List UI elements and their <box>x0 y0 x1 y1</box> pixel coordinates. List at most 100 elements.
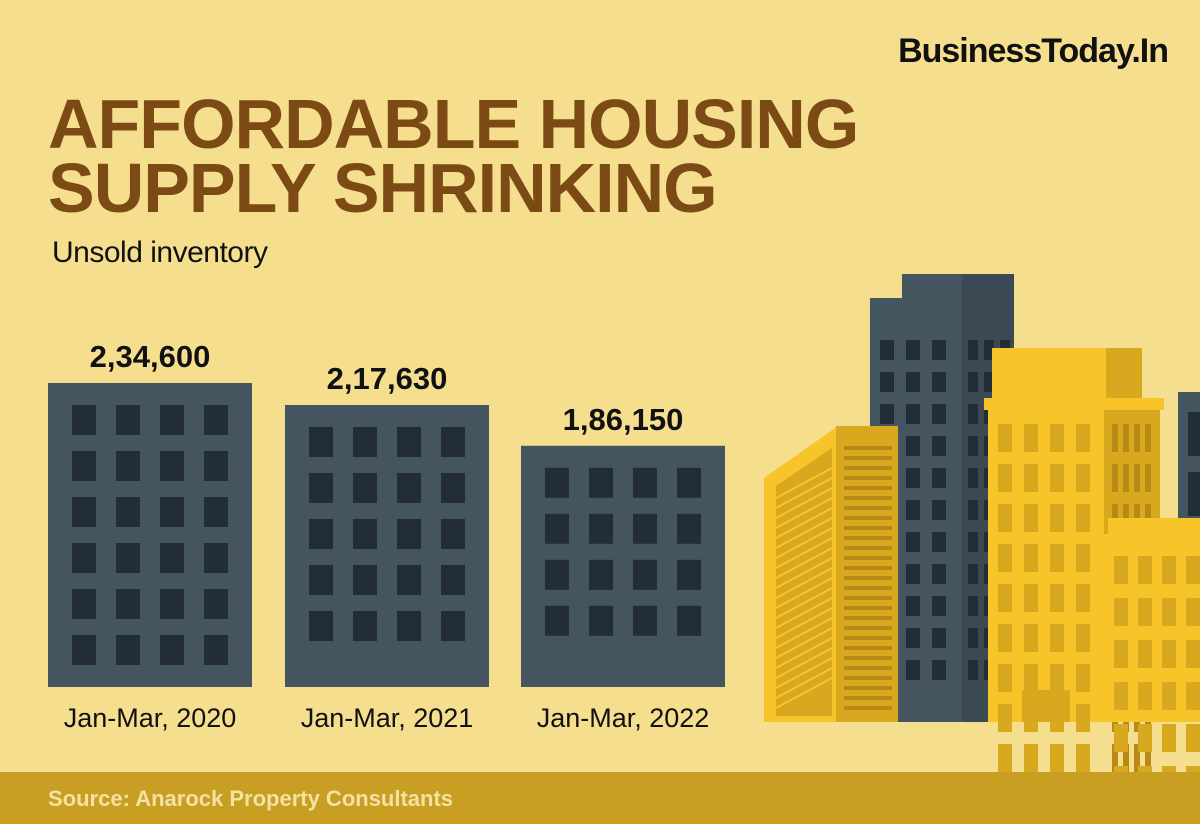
building-window <box>1134 744 1140 772</box>
bar-window <box>441 610 465 641</box>
bar-window <box>633 467 657 498</box>
building-window <box>1114 682 1128 710</box>
slanted-building-line <box>775 487 833 519</box>
slanted-building-line <box>775 627 833 659</box>
building-window <box>1024 744 1038 772</box>
building-window <box>998 424 1012 452</box>
building-window <box>968 564 978 584</box>
bar-window <box>72 405 96 435</box>
building-window <box>932 468 946 488</box>
slanted-building-line <box>775 567 833 599</box>
slanted-building-stripe <box>844 446 892 450</box>
slanted-building-line <box>775 657 833 689</box>
bar-window <box>353 472 377 503</box>
bar-window <box>72 543 96 573</box>
bar-window <box>441 426 465 457</box>
category-label: Jan-Mar, 2020 <box>64 703 237 733</box>
bar-window <box>677 467 701 498</box>
building-window <box>984 372 994 392</box>
building-window <box>1162 724 1176 752</box>
slanted-building-line <box>775 607 833 639</box>
slanted-building-stripe <box>844 656 892 660</box>
bar-window <box>204 589 228 619</box>
building-window <box>1050 624 1064 652</box>
bar-window <box>353 610 377 641</box>
building-window <box>1162 682 1176 710</box>
bar-window <box>397 472 421 503</box>
title-line-2: SUPPLY SHRINKING <box>48 149 718 227</box>
bar-value-label: 1,86,150 <box>563 402 684 437</box>
category-label: Jan-Mar, 2021 <box>301 703 474 733</box>
bar-window <box>545 467 569 498</box>
building-window <box>932 436 946 456</box>
building-window <box>984 340 994 360</box>
building-window <box>906 372 920 392</box>
bar-window <box>589 605 613 636</box>
slanted-building-stripe <box>844 686 892 690</box>
bar-window <box>309 472 333 503</box>
building-window <box>1076 664 1090 692</box>
bar-window <box>677 605 701 636</box>
slanted-building-line <box>775 497 833 529</box>
bar-window <box>397 518 421 549</box>
building-window <box>1186 598 1200 626</box>
building-window <box>968 532 978 552</box>
bar-window <box>353 426 377 457</box>
bar-window <box>309 518 333 549</box>
slanted-building-stripe <box>844 536 892 540</box>
bar-window <box>160 543 184 573</box>
bar-window <box>160 497 184 527</box>
bar-window <box>116 451 140 481</box>
building-window <box>1114 556 1128 584</box>
building-window <box>906 564 920 584</box>
building-window <box>968 404 978 424</box>
building-window <box>1076 544 1090 572</box>
slanted-building-stripe <box>844 456 892 460</box>
building-window <box>932 628 946 648</box>
slanted-building-stripe <box>844 646 892 650</box>
slanted-building-stripe <box>844 496 892 500</box>
bar-window <box>204 497 228 527</box>
slanted-building-stripe <box>844 706 892 710</box>
building-window <box>1024 504 1038 532</box>
building-window <box>1076 504 1090 532</box>
building-window <box>1050 664 1064 692</box>
building-window <box>906 340 920 360</box>
bar-window <box>204 405 228 435</box>
building-window <box>1145 424 1151 452</box>
chart-subtitle: Unsold inventory <box>52 236 268 269</box>
slanted-building-line <box>775 577 833 609</box>
slanted-building-stripe <box>844 586 892 590</box>
building-window <box>1050 584 1064 612</box>
slanted-building-stripe <box>844 526 892 530</box>
building-window <box>998 584 1012 612</box>
building-window <box>998 704 1012 732</box>
building-window <box>906 660 920 680</box>
bar-window <box>309 426 333 457</box>
slanted-building-line <box>775 507 833 539</box>
bar-window <box>116 497 140 527</box>
bar-window <box>160 589 184 619</box>
bar-window <box>160 405 184 435</box>
building-window <box>1186 682 1200 710</box>
bar-value-label: 2,17,630 <box>327 361 448 396</box>
source-footer: Source: Anarock Property Consultants <box>0 772 1200 824</box>
bar-window <box>589 559 613 590</box>
slanted-building-line <box>775 617 833 649</box>
slanted-building-side <box>836 426 898 722</box>
slanted-building-stripe <box>844 516 892 520</box>
building-window <box>1188 412 1200 456</box>
bar-window <box>116 405 140 435</box>
building-window <box>1162 556 1176 584</box>
bar-window <box>72 451 96 481</box>
slanted-building-line <box>775 637 833 669</box>
bar-window <box>589 467 613 498</box>
slanted-building-stripe <box>844 666 892 670</box>
building-window <box>968 596 978 616</box>
bar-window <box>160 635 184 665</box>
building-window <box>998 744 1012 772</box>
bar-window <box>441 472 465 503</box>
bar-window <box>633 559 657 590</box>
